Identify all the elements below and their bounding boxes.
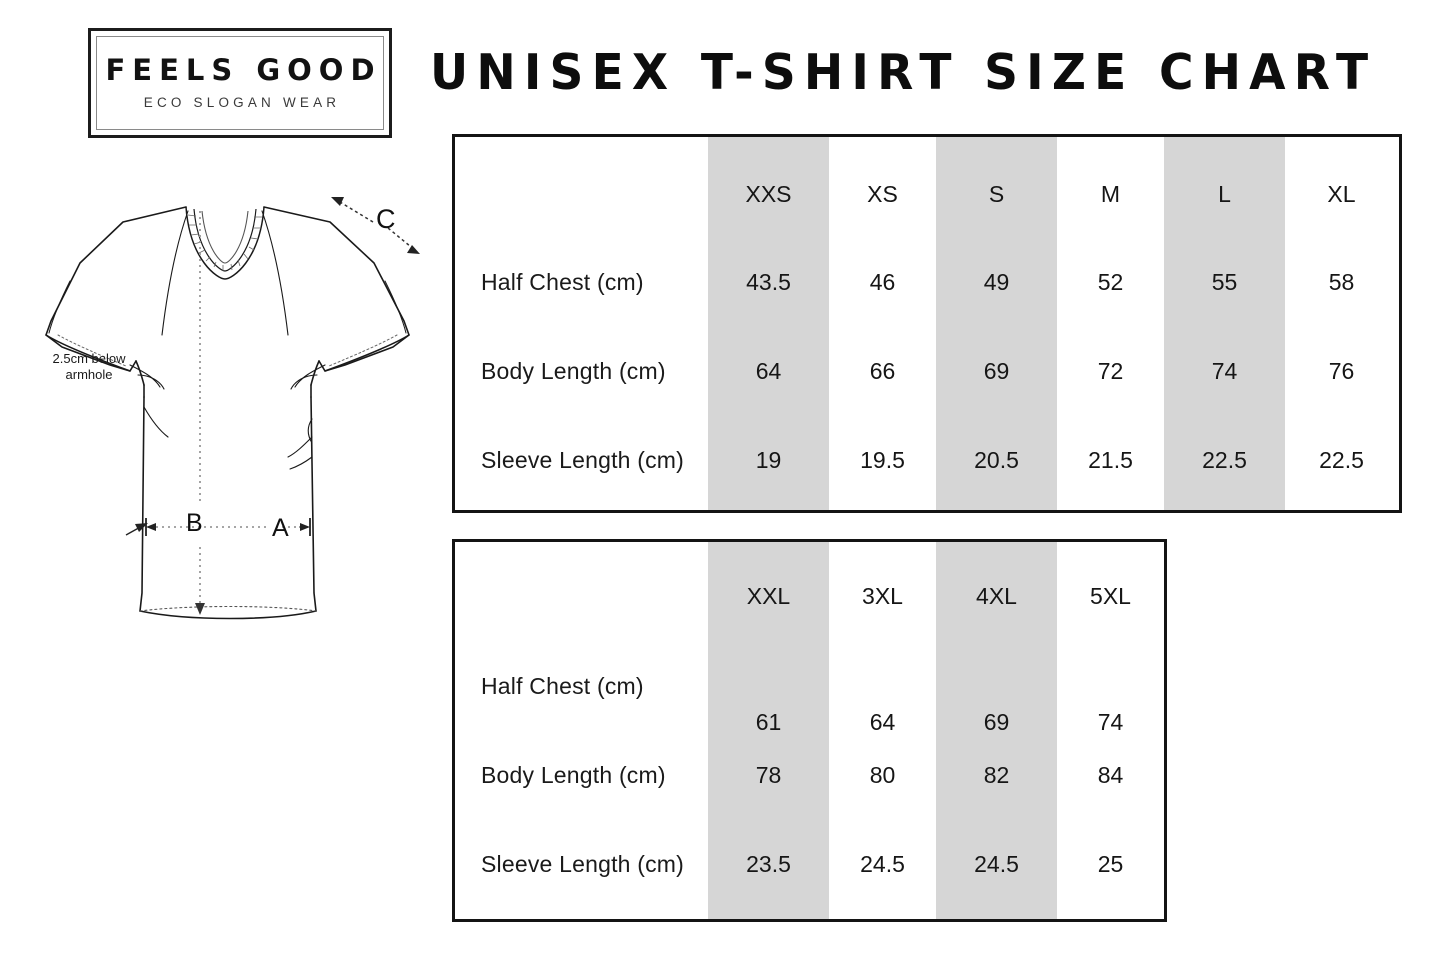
cell-body-length-xs: 66 (869, 358, 896, 384)
cell-sleeve-length-xxs: 19 (755, 447, 782, 473)
row-label-half-chest: Half Chest (cm) (481, 269, 644, 295)
brand-logo-box: FEELS GOOD ECO SLOGAN WEAR (88, 28, 392, 138)
cell-body-length-5xl: 84 (1097, 762, 1124, 788)
cell-body-length-s: 69 (983, 358, 1010, 384)
cell-sleeve-length-5xl: 25 (1097, 851, 1124, 877)
armhole-annotation-line-1: 2.5cm below (52, 351, 126, 366)
brand-logo-inner-frame: FEELS GOOD ECO SLOGAN WEAR (96, 36, 384, 130)
page-title: UNISEX T-SHIRT SIZE CHART (430, 44, 1377, 101)
cell-half-chest-4xl: 69 (983, 709, 1010, 735)
cell-body-length-m: 72 (1097, 358, 1124, 384)
cell-half-chest-xs: 46 (869, 269, 896, 295)
col-header-xxl: XXL (746, 583, 791, 609)
cell-body-length-xl: 76 (1328, 358, 1355, 384)
cell-sleeve-length-s: 20.5 (974, 447, 1019, 473)
cell-body-length-4xl: 82 (983, 762, 1010, 788)
brand-tagline: ECO SLOGAN WEAR (143, 95, 341, 111)
col-header-l: L (1218, 181, 1231, 207)
svg-text:B: B (186, 509, 203, 537)
cell-body-length-3xl: 80 (869, 762, 896, 788)
col-header-3xl: 3XL (862, 583, 903, 609)
cell-sleeve-length-m: 21.5 (1088, 447, 1133, 473)
brand-name: FEELS GOOD (105, 53, 382, 88)
col-header-m: M (1100, 181, 1121, 207)
row-label-sleeve-length-ext: Sleeve Length (cm) (481, 851, 685, 877)
cell-half-chest-xxl: 61 (755, 709, 782, 735)
col-header-4xl: 4XL (976, 583, 1017, 609)
size-table-primary: XXS XS S M L XL Half Chest (cm) 43.5 46 … (452, 134, 1402, 513)
col-header-5xl: 5XL (1090, 583, 1131, 609)
tshirt-measurement-diagram: A B C . 2.5cm below armhole (18, 175, 438, 645)
cell-half-chest-xxs: 43.5 (746, 269, 791, 295)
cell-sleeve-length-xxl: 23.5 (746, 851, 791, 877)
col-header-xl: XL (1327, 181, 1356, 207)
col-header-s: S (988, 181, 1005, 207)
row-label-body-length-ext: Body Length (cm) (481, 762, 666, 788)
cell-body-length-xxs: 64 (755, 358, 782, 384)
cell-half-chest-m: 52 (1097, 269, 1124, 295)
svg-text:C: C (376, 204, 396, 234)
col-header-xs: XS (867, 181, 898, 207)
cell-half-chest-l: 55 (1211, 269, 1238, 295)
row-label-body-length: Body Length (cm) (481, 358, 666, 384)
cell-half-chest-5xl: 74 (1097, 709, 1124, 735)
cell-sleeve-length-xs: 19.5 (860, 447, 905, 473)
table-primary-content: XXS XS S M L XL Half Chest (cm) 43.5 46 … (455, 137, 1399, 510)
row-label-half-chest-ext: Half Chest (cm) (481, 673, 644, 699)
size-table-extended: XXL 3XL 4XL 5XL Half Chest (cm) 61 64 69… (452, 539, 1167, 922)
col-header-xxs: XXS (745, 181, 792, 207)
armhole-annotation-line-2: armhole (65, 367, 113, 382)
row-label-sleeve-length: Sleeve Length (cm) (481, 447, 685, 473)
cell-body-length-xxl: 78 (755, 762, 782, 788)
cell-half-chest-s: 49 (983, 269, 1010, 295)
svg-text:A: A (272, 514, 289, 542)
table-extended-content: XXL 3XL 4XL 5XL Half Chest (cm) 61 64 69… (455, 542, 1164, 919)
cell-half-chest-3xl: 64 (869, 709, 896, 735)
cell-sleeve-length-xl: 22.5 (1319, 447, 1364, 473)
cell-sleeve-length-l: 22.5 (1202, 447, 1247, 473)
cell-sleeve-length-4xl: 24.5 (974, 851, 1019, 877)
cell-half-chest-xl: 58 (1328, 269, 1355, 295)
cell-body-length-l: 74 (1211, 358, 1238, 384)
cell-sleeve-length-3xl: 24.5 (860, 851, 905, 877)
